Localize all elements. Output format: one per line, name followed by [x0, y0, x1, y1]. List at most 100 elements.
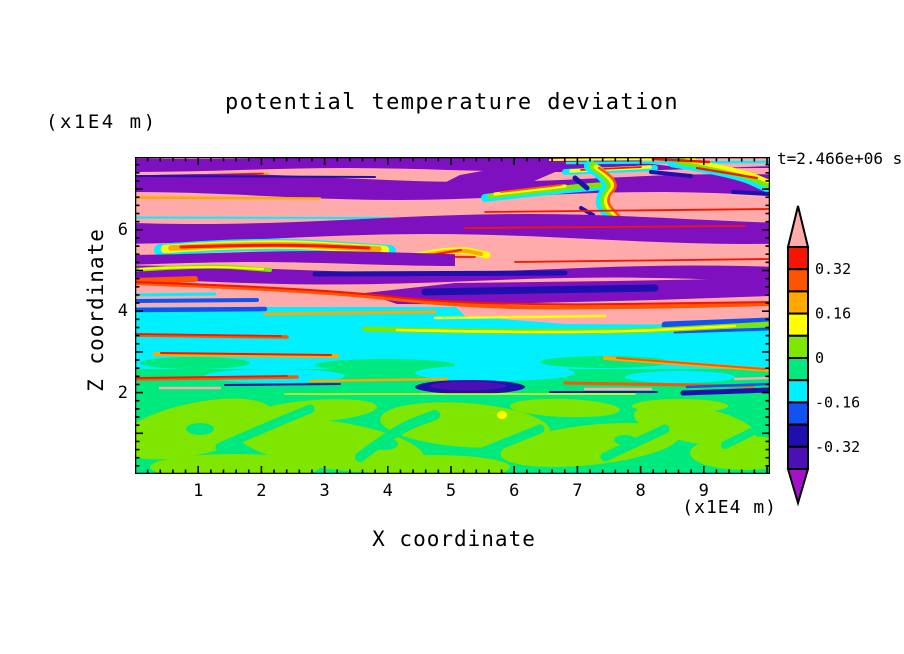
field-streak [135, 216, 391, 219]
field-blob [372, 438, 398, 450]
field-streak [421, 284, 659, 296]
field-patch [420, 165, 567, 197]
field-streak [139, 266, 264, 270]
field-streak [263, 310, 437, 316]
field-streak [135, 175, 376, 178]
colorbar-arrow-bottom [786, 468, 810, 507]
colorbar-labels: 0.32 0.16 0 -0.16 -0.32 [815, 260, 860, 456]
field-blob [186, 423, 214, 435]
colorbar-segment [787, 312, 809, 337]
field-streak [597, 166, 623, 220]
field-streak [135, 375, 299, 381]
x-axis-title: X coordinate [372, 527, 536, 551]
colorbar-segment [787, 445, 809, 471]
field-streak [661, 317, 770, 329]
x-axis-units-label: (x1E4 m) [682, 497, 777, 518]
field-streak [721, 419, 770, 449]
y-axis-units-label: (x1E4 m) [46, 111, 158, 133]
field-streak [215, 404, 315, 452]
colorbar-segment [787, 423, 809, 448]
field-streak [135, 306, 268, 313]
field-streak [733, 376, 770, 381]
field-streak [135, 375, 288, 379]
field-streak [308, 377, 449, 383]
field-streak [500, 184, 562, 193]
y-tick-label: 6 [117, 219, 128, 240]
field-streak [135, 196, 322, 200]
field-streak [484, 208, 770, 213]
field-streak [695, 166, 759, 180]
colorbar-tick-label: -0.32 [815, 438, 860, 456]
field-streak [464, 225, 746, 229]
field-blob [510, 398, 620, 418]
y-tick-label: 4 [117, 301, 128, 322]
field-streak [395, 324, 737, 334]
contour-plot-area [135, 157, 770, 474]
field-streak [616, 357, 766, 370]
colorbar-segment [787, 357, 809, 382]
field-streak [572, 175, 590, 191]
field-streak [224, 383, 341, 386]
field-streak [135, 281, 770, 310]
field-streak [135, 298, 259, 303]
y-tick-label: 2 [117, 382, 128, 403]
x-tick-label: 6 [509, 481, 520, 501]
x-tick-label: 2 [256, 481, 267, 501]
colorbar-tick-label: -0.16 [815, 393, 860, 411]
colorbar-segment [787, 268, 809, 293]
field-streak [514, 258, 770, 263]
x-tick-label: 9 [698, 481, 709, 501]
colorbar-segments [786, 205, 810, 507]
x-tick-label: 4 [382, 481, 393, 501]
field-blob [150, 454, 320, 474]
field-blob [360, 455, 510, 474]
field-blob [415, 365, 575, 381]
field-streak [475, 424, 545, 458]
field-blob [614, 435, 636, 445]
colorbar-tick-label: 0.16 [815, 305, 851, 323]
field-streak [160, 352, 332, 356]
field-streak [493, 184, 567, 196]
field-streak [680, 387, 770, 396]
field-streak [433, 314, 607, 320]
field-blob [380, 402, 550, 448]
field-blob [632, 399, 728, 413]
field-streak [600, 424, 670, 462]
time-annotation: t=2.466e+06 s [777, 149, 903, 168]
field-streak [651, 157, 711, 164]
colorbar-segment [787, 290, 809, 315]
x-tick-label: 3 [319, 481, 330, 501]
field-blob [633, 404, 757, 446]
field-band [135, 251, 455, 266]
field-streak [135, 333, 282, 337]
colorbar-arrow-top [786, 205, 810, 248]
field-streak [685, 382, 770, 389]
field-blob [315, 359, 455, 371]
colorbar-tick-label: 0.32 [815, 260, 851, 278]
field-streak [135, 281, 770, 306]
x-tick-label: 7 [572, 481, 583, 501]
field-streak [135, 276, 198, 284]
field-streak [355, 410, 440, 462]
field-streak [179, 243, 371, 250]
field-blob [500, 422, 680, 468]
page-title: potential temperature deviation [225, 90, 679, 115]
colorbar-segment [787, 246, 809, 271]
field-blob [430, 381, 506, 391]
field-streak [135, 292, 217, 297]
field-blob [140, 357, 250, 369]
field-streak [731, 190, 770, 196]
field-streak [649, 170, 693, 178]
field-blob [497, 411, 507, 419]
field-streak [135, 333, 289, 339]
colorbar-segment [787, 379, 809, 404]
colorbar-tick-label: 0 [815, 349, 824, 367]
field-streak [673, 327, 770, 334]
field-band [135, 214, 770, 244]
field-blob [690, 436, 770, 470]
colorbar-segment [787, 334, 809, 360]
colorbar-segment [787, 401, 809, 426]
contour-field [135, 157, 770, 474]
field-blob [625, 371, 735, 383]
x-tick-label: 8 [635, 481, 646, 501]
